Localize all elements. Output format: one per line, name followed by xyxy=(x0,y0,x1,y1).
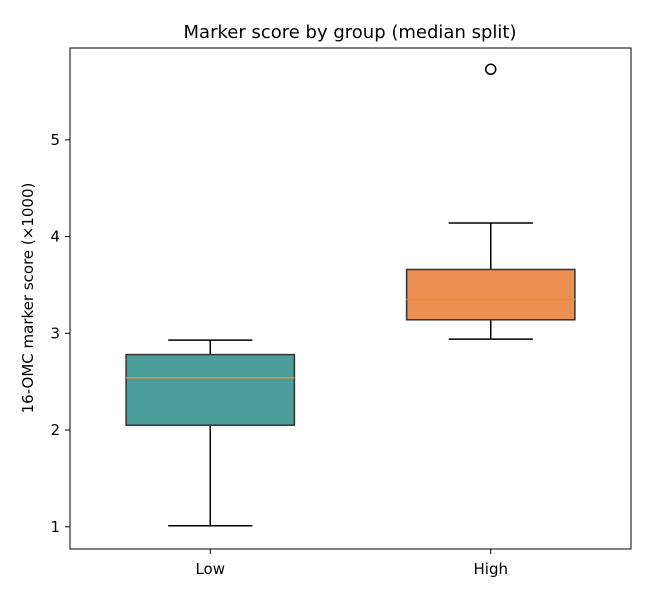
x-axis: Low High xyxy=(195,549,508,578)
y-tick-label-3: 3 xyxy=(50,324,60,342)
y-tick-label-1: 1 xyxy=(50,518,60,536)
iqr-box-low xyxy=(125,353,296,426)
iqr-box-high xyxy=(405,268,576,321)
chart-title: Marker score by group (median split) xyxy=(184,22,517,43)
plot-area xyxy=(125,63,576,527)
y-axis-label: 16-OMC marker score (×1000) xyxy=(19,183,37,414)
box-low xyxy=(125,339,296,527)
plot-frame xyxy=(69,47,632,550)
box-high xyxy=(405,63,576,340)
x-tick-label-high: High xyxy=(474,560,508,578)
y-tick-label-2: 2 xyxy=(50,421,60,439)
outlier-high-0 xyxy=(485,63,497,76)
y-tick-label-4: 4 xyxy=(50,228,60,246)
x-tick-label-low: Low xyxy=(195,560,225,578)
y-tick-label-5: 5 xyxy=(50,131,60,149)
y-axis: 1 2 3 4 5 xyxy=(50,131,70,536)
